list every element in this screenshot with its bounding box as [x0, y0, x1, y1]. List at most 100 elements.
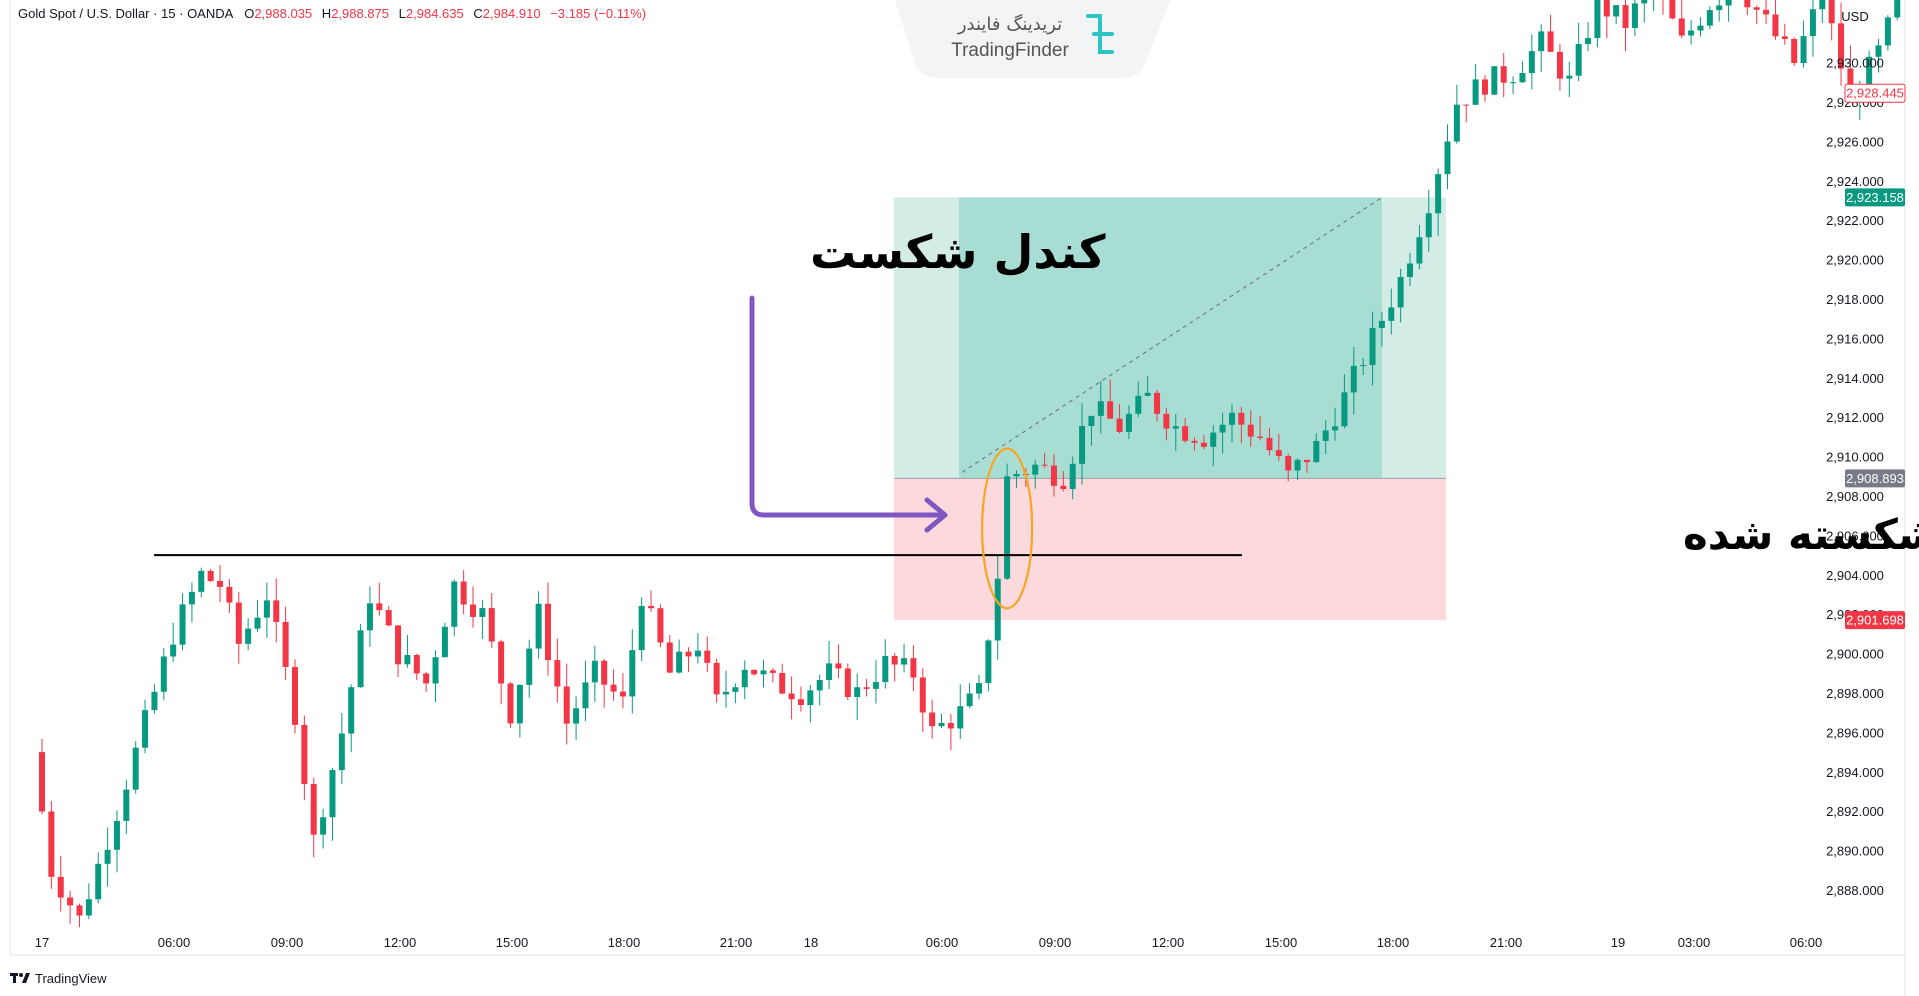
candle-body: [732, 687, 739, 692]
candle-body: [872, 682, 879, 689]
candle-body: [591, 660, 598, 683]
candle-body: [1547, 31, 1554, 52]
ohlc-open-value: 2,988.035: [254, 6, 312, 21]
y-tick-label: 2,894.000: [1826, 765, 1884, 780]
candle-body: [1791, 38, 1798, 64]
x-tick-label: 21:00: [720, 935, 753, 950]
candle-body: [291, 666, 298, 725]
candle-body: [1566, 75, 1573, 79]
candle-body: [404, 654, 411, 665]
y-tick-label: 2,920.000: [1826, 253, 1884, 268]
candle-body: [1135, 395, 1142, 414]
breakout-candle-label: کندل شکست: [810, 225, 1106, 279]
candle-body: [207, 570, 214, 581]
change-value: −3.185 (−0.11%): [550, 6, 646, 21]
candle-body: [788, 693, 795, 700]
x-tick-label: 09:00: [1039, 935, 1072, 950]
candle-body: [1678, 18, 1685, 36]
footer: TradingView: [10, 971, 107, 986]
candle-body: [1800, 36, 1807, 64]
y-tick-label: 2,904.000: [1826, 568, 1884, 583]
candle-body: [1716, 5, 1723, 11]
x-tick-label: 17: [35, 935, 49, 950]
take-profit-filled-zone: [959, 197, 1382, 479]
candle-body: [666, 642, 673, 673]
candle-body: [694, 650, 701, 657]
candle-body: [1125, 413, 1132, 432]
candle-body: [929, 712, 936, 727]
y-tick-label: 2,908.000: [1826, 489, 1884, 504]
candle-body: [891, 656, 898, 665]
candle-body: [188, 591, 195, 605]
candle-body: [676, 651, 683, 673]
candle-body: [1772, 14, 1779, 37]
candle-body: [816, 680, 823, 691]
broken-resistance-label: مقاومت شکسته شده: [1683, 510, 1919, 560]
ohlc-high-value: 2,988.875: [331, 6, 389, 21]
y-tick-label: 2,912.000: [1826, 410, 1884, 425]
y-tick-label: 2,906.000: [1826, 528, 1884, 543]
candle-body: [123, 789, 130, 821]
candle-body: [301, 724, 308, 785]
candle-body: [507, 683, 514, 724]
stop-loss-zone[interactable]: [894, 478, 1446, 621]
x-tick-label: 03:00: [1678, 935, 1711, 950]
candle-body: [451, 581, 458, 627]
candle-body: [966, 693, 973, 707]
entry-price-tag-bg: [1845, 469, 1905, 488]
candle-body: [39, 752, 45, 812]
candle-body: [48, 811, 55, 877]
candle-body: [1838, 23, 1845, 69]
candle-body: [1744, 0, 1751, 8]
candle-body: [1491, 66, 1498, 95]
candle-body: [376, 603, 383, 611]
tradingview-brand[interactable]: TradingView: [35, 971, 107, 986]
candle-body: [1819, 0, 1826, 10]
candle-body: [1631, 3, 1638, 28]
candle-body: [1725, 0, 1732, 6]
candle-body: [413, 654, 420, 674]
candle-body: [1004, 476, 1011, 579]
candle-body: [226, 586, 233, 603]
candle-body: [1247, 424, 1254, 437]
candle-body: [1510, 82, 1517, 84]
candle-body: [723, 691, 730, 695]
y-tick-label: 2,930.000: [1826, 56, 1884, 71]
candle-body: [1238, 412, 1245, 425]
candle-body: [1585, 38, 1592, 45]
x-tick-label: 12:00: [384, 935, 417, 950]
y-tick-label: 2,900.000: [1826, 647, 1884, 662]
candle-body: [704, 650, 711, 663]
candle-body: [160, 656, 167, 692]
entry-price-tag: 2,908.893: [1846, 471, 1904, 486]
candle-body: [1753, 7, 1760, 10]
y-tick-label: 2,890.000: [1826, 844, 1884, 859]
ohlc-low-key: L: [399, 6, 406, 21]
candle-body: [1294, 459, 1301, 471]
candle-body: [554, 660, 561, 687]
candle-body: [1809, 9, 1816, 37]
tradingview-logo-icon: [10, 973, 30, 983]
y-tick-label: 2,888.000: [1826, 883, 1884, 898]
candle-body: [882, 656, 889, 683]
candle-body: [179, 604, 186, 645]
candle-body: [1828, 0, 1835, 24]
y-tick-label: 2,926.000: [1826, 134, 1884, 149]
candle-body: [1706, 10, 1713, 26]
x-tick-label: 09:00: [271, 935, 304, 950]
time-axis[interactable]: 17 06:00 09:00 12:00 15:00 18:00 21:00 18 06:00 0…: [35, 935, 1823, 950]
candle-body: [366, 603, 373, 631]
currency-label[interactable]: USD: [1841, 9, 1868, 24]
candle-body: [385, 610, 392, 626]
candle-body: [282, 621, 289, 667]
candle-body: [423, 673, 430, 684]
x-tick-label: 18:00: [1377, 935, 1410, 950]
candle-body: [1622, 5, 1629, 28]
candle-body: [563, 686, 570, 724]
candle-body: [835, 663, 842, 669]
x-tick-label: 21:00: [1490, 935, 1523, 950]
watermark-background: [895, 0, 1170, 78]
candle-body: [976, 683, 982, 694]
candle-body: [769, 670, 776, 673]
